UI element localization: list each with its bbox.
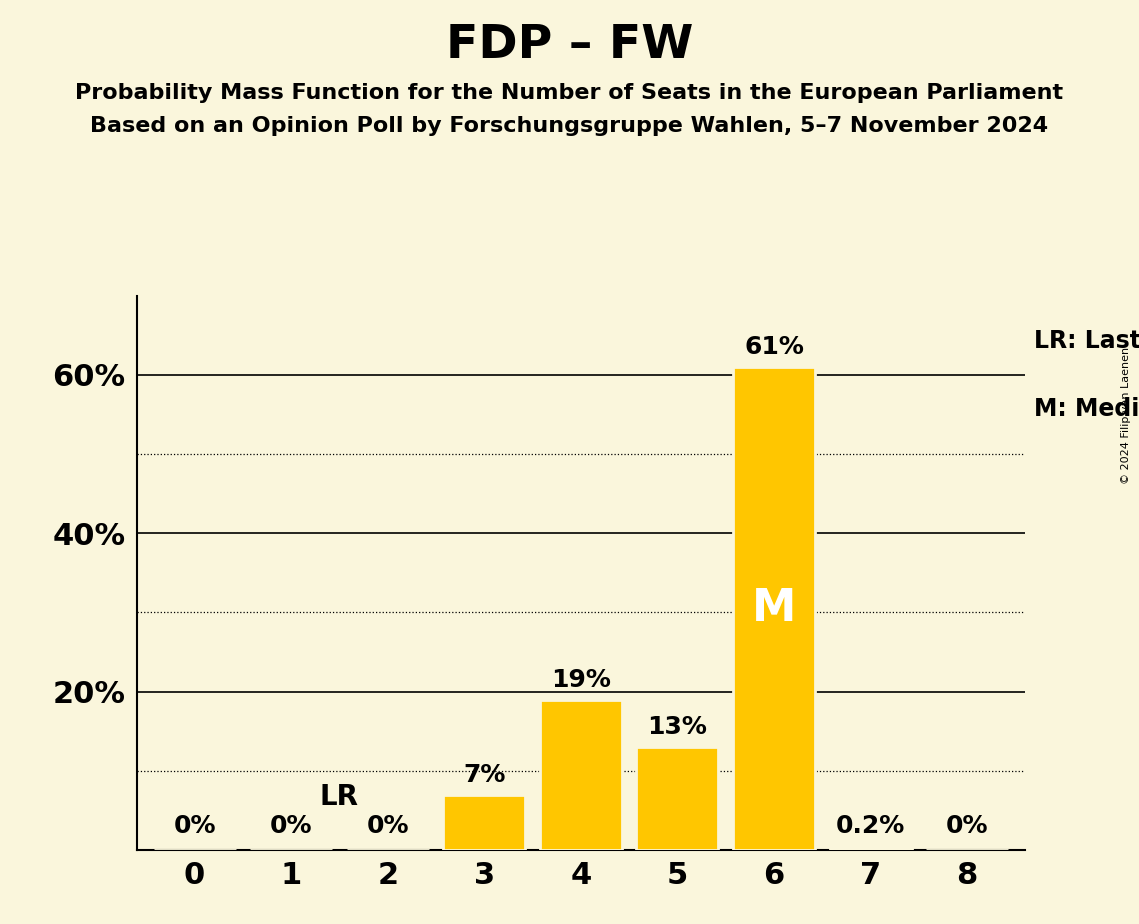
Text: 0%: 0% — [945, 814, 989, 838]
Text: 0%: 0% — [367, 814, 409, 838]
Text: 0%: 0% — [270, 814, 312, 838]
Text: 13%: 13% — [647, 715, 707, 739]
Text: © 2024 Filip van Laenen: © 2024 Filip van Laenen — [1121, 347, 1131, 484]
Text: 7%: 7% — [464, 762, 506, 786]
Text: 0%: 0% — [173, 814, 216, 838]
Text: 61%: 61% — [744, 335, 804, 359]
Text: Based on an Opinion Poll by Forschungsgruppe Wahlen, 5–7 November 2024: Based on an Opinion Poll by Forschungsgr… — [90, 116, 1049, 136]
Text: FDP – FW: FDP – FW — [445, 23, 694, 68]
Bar — [443, 795, 525, 850]
Bar — [829, 848, 911, 850]
Bar — [637, 748, 719, 850]
Text: 19%: 19% — [551, 668, 611, 692]
Text: LR: LR — [320, 783, 359, 810]
Text: 0.2%: 0.2% — [836, 814, 906, 838]
Bar — [540, 699, 622, 850]
Text: M: M — [752, 587, 796, 630]
Text: LR: Last Result: LR: Last Result — [1034, 329, 1139, 353]
Text: Probability Mass Function for the Number of Seats in the European Parliament: Probability Mass Function for the Number… — [75, 83, 1064, 103]
Bar — [734, 367, 816, 850]
Text: M: Median: M: Median — [1034, 397, 1139, 421]
